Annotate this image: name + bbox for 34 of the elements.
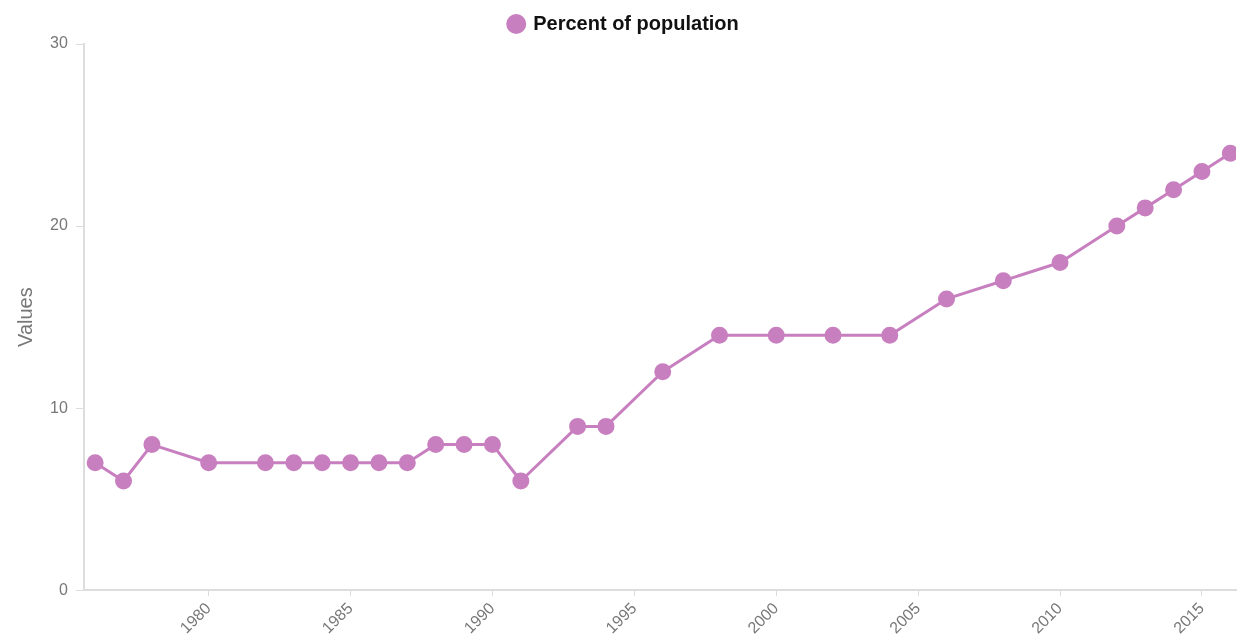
point: [938, 290, 956, 308]
point: [398, 454, 416, 472]
point: [711, 326, 728, 344]
point: [342, 454, 360, 472]
point: [824, 326, 842, 344]
point: [881, 326, 899, 344]
point: [512, 472, 530, 490]
y-axis-title: Values: [13, 287, 36, 347]
point: [654, 363, 672, 381]
point: [455, 436, 473, 454]
point: [569, 417, 587, 435]
point: [285, 454, 303, 472]
y-tick-label: 10: [50, 398, 68, 416]
point: [1051, 254, 1069, 271]
point: [427, 436, 445, 454]
point: [994, 272, 1012, 290]
point: [1165, 181, 1183, 199]
point: [370, 454, 388, 472]
point: [483, 436, 501, 454]
point: [86, 454, 104, 472]
point: [597, 417, 615, 435]
point: [256, 454, 274, 472]
point: [1136, 199, 1154, 217]
point: [767, 326, 785, 344]
y-tick-label: 30: [50, 34, 68, 52]
point: [200, 454, 218, 472]
y-tick-label: 0: [58, 580, 68, 598]
legend-label: Percent of population: [533, 11, 739, 34]
point: [143, 436, 161, 454]
point: [1108, 217, 1126, 235]
point: [115, 472, 133, 490]
point: [313, 454, 331, 472]
y-tick-label: 20: [50, 216, 68, 234]
point: [1193, 162, 1211, 180]
